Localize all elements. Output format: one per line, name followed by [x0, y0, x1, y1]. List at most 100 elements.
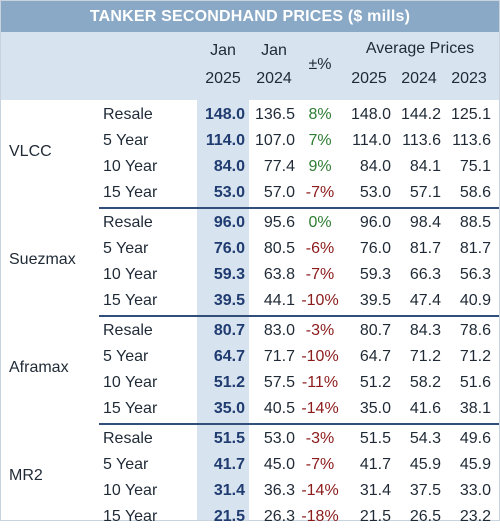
value-avg-2024: 57.1 [409, 184, 441, 201]
table-row: 15 Year 53.0 57.0 -7% 53.0 57.1 58.6 [1, 180, 499, 206]
table-row: Resale 51.5 53.0 -3% 51.5 54.3 49.6 [1, 426, 499, 452]
group-name: Suezmax [9, 251, 76, 268]
value-pct-change: -10% [301, 348, 339, 365]
value-jan-2024: 83.0 [263, 322, 295, 339]
value-pct-change: -14% [301, 482, 339, 499]
value-jan-2024: 63.8 [263, 266, 295, 283]
value-jan-2024: 71.7 [263, 348, 295, 365]
value-avg-2023: 23.2 [459, 508, 491, 525]
value-avg-2023: 45.9 [459, 456, 491, 473]
value-avg-2024: 58.2 [409, 374, 441, 391]
value-avg-2023: 56.3 [459, 266, 491, 283]
row-label: 10 Year [103, 374, 158, 391]
table-row: 10 Year 59.3 63.8 -7% 59.3 66.3 56.3 [1, 262, 499, 288]
value-jan-2025: 21.5 [213, 508, 245, 525]
row-label: 5 Year [103, 348, 149, 365]
value-jan-2025: 31.4 [213, 482, 245, 499]
value-avg-2024: 98.4 [409, 214, 441, 231]
value-pct-change: -18% [301, 508, 339, 525]
value-avg-2023: 81.7 [459, 240, 491, 257]
table-row: Resale 80.7 83.0 -3% 80.7 84.3 78.6 [1, 318, 499, 344]
value-avg-2024: 47.4 [409, 292, 441, 309]
value-avg-2025: 80.7 [359, 322, 391, 339]
value-avg-2024: 71.2 [409, 348, 441, 365]
row-label: 5 Year [103, 240, 149, 257]
highlight-column-jan-2025 [197, 100, 249, 520]
value-jan-2025: 76.0 [213, 240, 245, 257]
row-label: Resale [103, 430, 153, 447]
value-avg-2023: 58.6 [459, 184, 491, 201]
group-name: Aframax [9, 359, 69, 376]
value-avg-2023: 113.6 [452, 132, 491, 149]
value-avg-2025: 51.5 [359, 430, 391, 447]
group-separator [99, 207, 499, 209]
value-avg-2023: 40.9 [459, 292, 491, 309]
value-jan-2024: 44.1 [263, 292, 295, 309]
value-pct-change: -14% [301, 400, 339, 417]
value-avg-2024: 84.1 [409, 158, 441, 175]
header-avg-2024: 2024 [401, 70, 437, 87]
value-avg-2025: 64.7 [359, 348, 391, 365]
value-avg-2023: 78.6 [459, 322, 491, 339]
group-name: VLCC [9, 143, 52, 160]
value-avg-2023: 33.0 [459, 482, 491, 499]
value-jan-2025: 114.0 [205, 132, 245, 149]
value-jan-2024: 107.0 [254, 132, 295, 149]
value-jan-2025: 148.0 [204, 106, 245, 123]
value-pct-change: -6% [305, 240, 335, 257]
row-label: 5 Year [103, 132, 149, 149]
value-avg-2024: 113.6 [402, 132, 441, 149]
value-avg-2023: 38.1 [459, 400, 491, 417]
value-avg-2024: 66.3 [409, 266, 441, 283]
value-avg-2024: 37.5 [409, 482, 441, 499]
value-avg-2024: 81.7 [409, 240, 441, 257]
table-row: 10 Year 84.0 77.4 9% 84.0 84.1 75.1 [1, 154, 499, 180]
value-avg-2025: 148.0 [350, 106, 391, 123]
value-avg-2023: 75.1 [459, 158, 491, 175]
value-pct-change: -7% [305, 456, 335, 473]
value-jan-2024: 80.5 [263, 240, 295, 257]
value-jan-2024: 95.6 [263, 214, 295, 231]
group-separator [99, 315, 499, 317]
value-jan-2024: 77.4 [263, 158, 295, 175]
table-title: TANKER SECONDHAND PRICES ($ mills) [1, 1, 499, 32]
value-pct-change: -3% [305, 430, 335, 447]
header-avg-2025: 2025 [351, 70, 387, 87]
value-jan-2025: 53.0 [213, 184, 245, 201]
table-row: 5 Year 76.0 80.5 -6% 76.0 81.7 81.7 [1, 236, 499, 262]
table-body: Resale 148.0 136.5 8% 148.0 144.2 125.1 5 Year 1… [1, 100, 499, 525]
table-row: 5 Year 64.7 71.7 -10% 64.7 71.2 71.2 [1, 344, 499, 370]
row-label: Resale [103, 322, 153, 339]
value-avg-2025: 51.2 [359, 374, 391, 391]
value-jan-2025: 39.5 [213, 292, 245, 309]
row-label: 15 Year [103, 400, 158, 417]
value-pct-change: -10% [301, 292, 339, 309]
value-avg-2025: 59.3 [359, 266, 391, 283]
value-avg-2025: 96.0 [359, 214, 391, 231]
value-avg-2023: 88.5 [459, 214, 491, 231]
row-label: 10 Year [103, 158, 158, 175]
table-row: 10 Year 51.2 57.5 -11% 51.2 58.2 51.6 [1, 370, 499, 396]
row-label: 5 Year [103, 456, 149, 473]
value-avg-2025: 41.7 [359, 456, 391, 473]
value-pct-change: 9% [308, 158, 332, 175]
value-avg-2024: 45.9 [409, 456, 441, 473]
header-jan-2024-year: 2024 [256, 70, 292, 87]
value-jan-2024: 36.3 [263, 482, 295, 499]
row-label: 15 Year [103, 184, 158, 201]
value-pct-change: -7% [305, 184, 335, 201]
value-jan-2024: 53.0 [263, 430, 295, 447]
value-avg-2023: 51.6 [459, 374, 491, 391]
value-jan-2025: 51.2 [213, 374, 245, 391]
value-jan-2024: 57.5 [263, 374, 295, 391]
row-label: 10 Year [103, 266, 158, 283]
value-pct-change: -11% [301, 374, 339, 391]
table-row: 15 Year 21.5 26.3 -18% 21.5 26.5 23.2 [1, 504, 499, 530]
row-label: 15 Year [103, 508, 158, 525]
table-row: 10 Year 31.4 36.3 -14% 31.4 37.5 33.0 [1, 478, 499, 504]
value-avg-2023: 125.1 [450, 106, 491, 123]
value-avg-2025: 39.5 [359, 292, 391, 309]
row-label: 10 Year [103, 482, 158, 499]
value-avg-2025: 84.0 [359, 158, 391, 175]
